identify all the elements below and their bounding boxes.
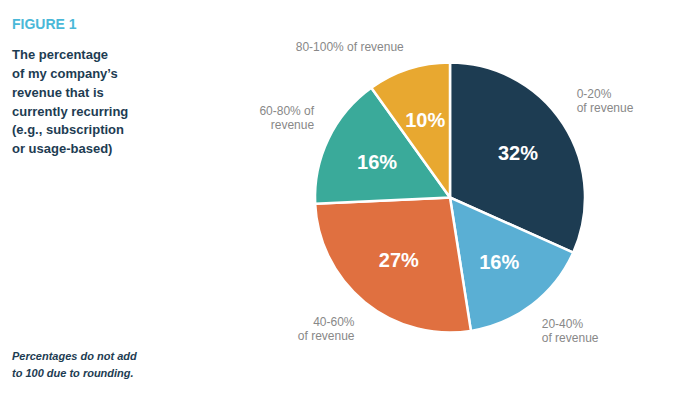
html-text:The percentage: The percentage — [12, 47, 109, 62]
html-text:currently recurring: currently recurring — [12, 103, 129, 119]
svg-text:20-40%of revenue: 20-40%of revenue — [542, 317, 599, 345]
html-text:(e.g., subscription: (e.g., subscription — [12, 122, 124, 138]
html-text:Percentages do not add: Percentages do not add — [12, 350, 137, 362]
svg-text:40-60%of revenue: 40-60%of revenue — [298, 315, 355, 343]
svg-text:80-100% of revenue: 80-100% of revenue — [296, 40, 404, 54]
svg-text:32%: 32% — [498, 142, 538, 164]
svg-text:27%: 27% — [379, 249, 419, 271]
svg-text:0-20%of revenue: 0-20%of revenue — [577, 87, 634, 115]
svg-text:10%: 10% — [405, 109, 445, 131]
html-text:or usage-based): or usage-based) — [12, 141, 113, 157]
html-text:of my company’s: of my company’s — [12, 65, 118, 81]
html-text:FIGURE 1: FIGURE 1 — [12, 16, 77, 32]
svg-text:60-80% ofrevenue: 60-80% ofrevenue — [259, 104, 314, 132]
svg-text:16%: 16% — [357, 151, 397, 173]
html-text:to 100 due to rounding.: to 100 due to rounding. — [12, 366, 134, 379]
svg-text:16%: 16% — [479, 251, 519, 273]
html-text:revenue that is: revenue that is — [12, 84, 104, 100]
